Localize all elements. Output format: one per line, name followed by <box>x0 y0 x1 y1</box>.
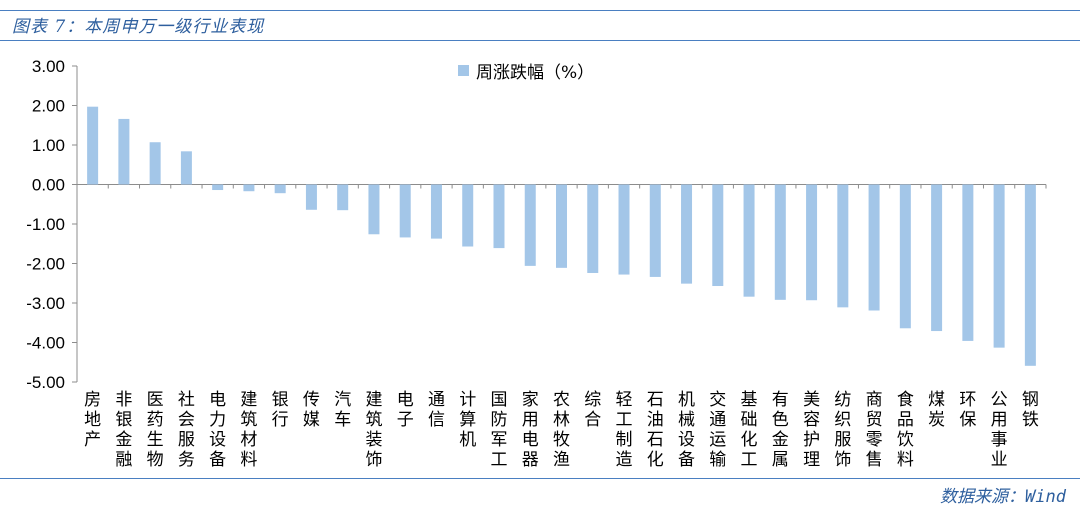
chart-title: 图表 7：本周申万一级行业表现 <box>12 17 265 37</box>
x-tick-label: 交通运输 <box>709 390 726 470</box>
bar <box>462 184 474 247</box>
x-tick-label: 石油石化 <box>647 390 664 470</box>
x-tick-label: 综合 <box>584 390 601 430</box>
x-tick-label: 家用电器 <box>522 390 539 470</box>
bar <box>305 184 317 210</box>
y-tick-label: -3.00 <box>26 294 65 313</box>
x-tick-label: 建筑装饰 <box>365 390 382 470</box>
x-tick-label: 通信 <box>428 390 445 430</box>
y-tick-label: 0.00 <box>32 176 65 195</box>
bar <box>993 184 1005 348</box>
bar <box>212 184 224 191</box>
x-tick-label: 房地产 <box>84 390 101 450</box>
x-tick-label: 医药生物 <box>147 390 164 470</box>
bar <box>180 151 192 185</box>
footer-rule <box>0 478 1080 479</box>
x-tick-label: 商贸零售 <box>866 390 883 470</box>
bar <box>118 118 130 185</box>
x-tick-label: 国防军工 <box>490 390 507 470</box>
bar <box>837 184 849 308</box>
bar <box>149 142 161 185</box>
bar <box>524 184 536 266</box>
bar <box>868 184 880 311</box>
top-rule <box>0 10 1080 11</box>
bar <box>87 106 99 185</box>
bar <box>1024 184 1036 366</box>
x-tick-label: 银行 <box>272 390 289 430</box>
x-tick-label: 计算机 <box>459 390 476 450</box>
bar <box>743 184 755 297</box>
x-tick-label: 钢铁 <box>1022 390 1039 430</box>
bar <box>806 184 818 301</box>
bar <box>368 184 380 235</box>
bar <box>774 184 786 300</box>
bar <box>587 184 599 273</box>
bar <box>430 184 442 239</box>
bar <box>493 184 505 249</box>
x-tick-label: 社会服务 <box>178 390 195 470</box>
bar <box>712 184 724 287</box>
x-tick-label: 食品饮料 <box>897 390 914 470</box>
y-tick-label: -2.00 <box>26 255 65 274</box>
title-rule <box>0 40 1080 41</box>
x-tick-label: 美容护理 <box>803 390 820 470</box>
x-tick-label: 汽车 <box>334 390 351 430</box>
bar <box>243 184 255 192</box>
x-tick-label: 传媒 <box>303 390 320 430</box>
source-note: 数据来源：Wind <box>940 487 1066 507</box>
bar <box>337 184 349 211</box>
legend-swatch <box>458 65 469 76</box>
y-tick-label: -4.00 <box>26 334 65 353</box>
bar <box>899 184 911 329</box>
x-tick-label: 有色金属 <box>772 390 789 470</box>
bar <box>931 184 943 332</box>
x-tick-label: 建筑材料 <box>240 390 257 470</box>
x-tick-label: 基础化工 <box>741 390 758 470</box>
y-tick-label: -5.00 <box>26 373 65 392</box>
bar <box>274 184 286 194</box>
x-tick-label: 非银金融 <box>115 390 132 470</box>
y-tick-label: 1.00 <box>32 136 65 155</box>
legend-label: 周涨跌幅（%） <box>476 63 594 83</box>
bar <box>681 184 693 284</box>
bar <box>399 184 411 238</box>
bar <box>649 184 661 277</box>
x-tick-label: 电子 <box>397 390 414 430</box>
x-tick-label: 机械设备 <box>678 390 695 470</box>
y-tick-label: 2.00 <box>32 97 65 116</box>
x-tick-label: 电力设备 <box>209 390 226 470</box>
x-tick-label: 轻工制造 <box>616 390 633 470</box>
x-tick-label: 公用事业 <box>991 390 1008 470</box>
x-tick-label: 纺织服饰 <box>834 390 851 470</box>
bar <box>556 184 567 268</box>
x-tick-label: 农林牧渔 <box>553 390 570 470</box>
y-tick-label: -1.00 <box>26 215 65 234</box>
bar <box>618 184 630 275</box>
y-tick-label: 3.00 <box>32 57 65 76</box>
bar <box>962 184 974 341</box>
x-tick-label: 环保 <box>959 390 976 430</box>
x-tick-label: 煤炭 <box>928 390 945 430</box>
